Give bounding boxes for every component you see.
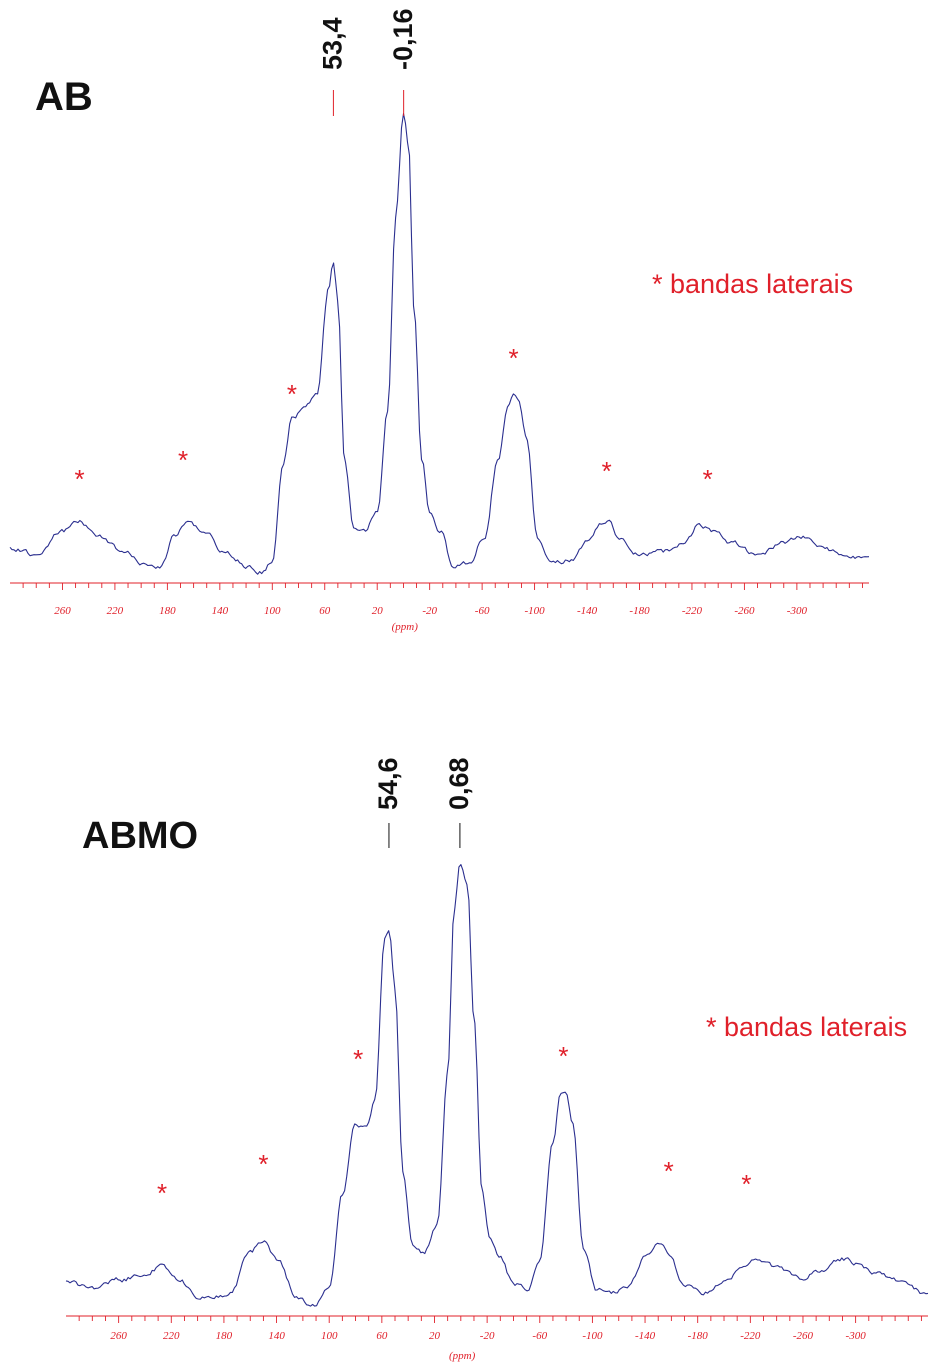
x-tick-label: 220 xyxy=(107,605,124,617)
x-tick-label: -100 xyxy=(524,605,545,617)
x-tick-label: -140 xyxy=(577,605,598,617)
x-tick-label: 60 xyxy=(319,605,331,617)
x-tick-label: -20 xyxy=(480,1330,495,1342)
x-tick-label: -20 xyxy=(422,605,437,617)
peak-label: 0,68 xyxy=(444,757,474,810)
x-tick-label: -60 xyxy=(532,1330,547,1342)
x-tick-label: -260 xyxy=(734,605,755,617)
peak-label: 54,6 xyxy=(373,757,403,810)
sideband-marker: * xyxy=(741,1169,751,1199)
x-tick-label: -140 xyxy=(635,1330,656,1342)
x-tick-label: -100 xyxy=(582,1330,603,1342)
x-tick-label: 20 xyxy=(429,1330,441,1342)
x-axis-label: (ppm) xyxy=(449,1350,476,1362)
x-tick-label: -180 xyxy=(629,605,650,617)
x-tick-label: 140 xyxy=(212,605,229,617)
x-tick-label: 100 xyxy=(321,1330,338,1342)
legend-text: * bandas laterais xyxy=(706,1012,907,1042)
spectrum-line xyxy=(65,864,929,1307)
x-tick-label: 260 xyxy=(54,605,71,617)
sideband-marker: * xyxy=(157,1178,167,1208)
peak-label: -0,16 xyxy=(388,8,418,70)
x-tick-label: -60 xyxy=(475,605,490,617)
sideband-marker: * xyxy=(602,456,612,486)
x-tick-label: -300 xyxy=(787,605,808,617)
sideband-marker: * xyxy=(664,1156,674,1186)
sideband-marker: * xyxy=(703,464,713,494)
x-tick-label: 20 xyxy=(372,605,384,617)
sample-label: AB xyxy=(35,75,93,119)
sideband-marker: * xyxy=(178,445,188,475)
x-tick-label: -180 xyxy=(688,1330,709,1342)
x-tick-label: 180 xyxy=(159,605,176,617)
sideband-marker: * xyxy=(287,379,297,409)
x-tick-label: -260 xyxy=(793,1330,814,1342)
x-tick-label: 220 xyxy=(163,1330,180,1342)
legend-text: * bandas laterais xyxy=(652,269,853,299)
x-tick-label: -220 xyxy=(740,1330,761,1342)
x-tick-label: 140 xyxy=(268,1330,285,1342)
x-tick-label: -300 xyxy=(846,1330,867,1342)
spectrum-panel-ab: 260 220 180 140 100 60 20 -20 -60 -100 -140 -180 -22… xyxy=(9,8,870,633)
x-tick-label: -220 xyxy=(682,605,703,617)
peak-label: 53,4 xyxy=(318,17,348,70)
sideband-marker: * xyxy=(509,343,519,373)
x-tick-label: 100 xyxy=(264,605,281,617)
sideband-marker: * xyxy=(74,464,84,494)
sideband-marker: * xyxy=(353,1044,363,1074)
spectrum-line xyxy=(9,113,870,575)
x-axis-label: (ppm) xyxy=(392,621,419,633)
sideband-marker: * xyxy=(558,1041,568,1071)
x-tick-label: 260 xyxy=(110,1330,127,1342)
x-tick-label: 60 xyxy=(376,1330,388,1342)
sideband-marker: * xyxy=(258,1149,268,1179)
sample-label: ABMO xyxy=(82,815,198,857)
x-tick-label: 180 xyxy=(216,1330,233,1342)
spectrum-panel-abmo: 260 220 180 140 100 60 20 -20 -60 -100 -140 -180 -22… xyxy=(65,757,929,1362)
